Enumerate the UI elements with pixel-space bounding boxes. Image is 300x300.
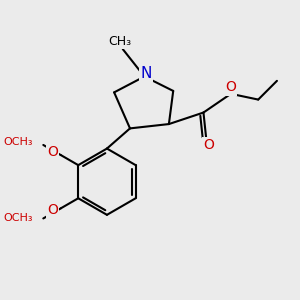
Text: O: O — [225, 80, 236, 94]
Text: OCH₃: OCH₃ — [3, 137, 33, 147]
Text: CH₃: CH₃ — [108, 35, 131, 48]
Text: OCH₃: OCH₃ — [3, 213, 33, 224]
Text: O: O — [47, 203, 58, 217]
Text: N: N — [140, 66, 152, 81]
Text: O: O — [47, 145, 58, 159]
Text: O: O — [203, 138, 214, 152]
